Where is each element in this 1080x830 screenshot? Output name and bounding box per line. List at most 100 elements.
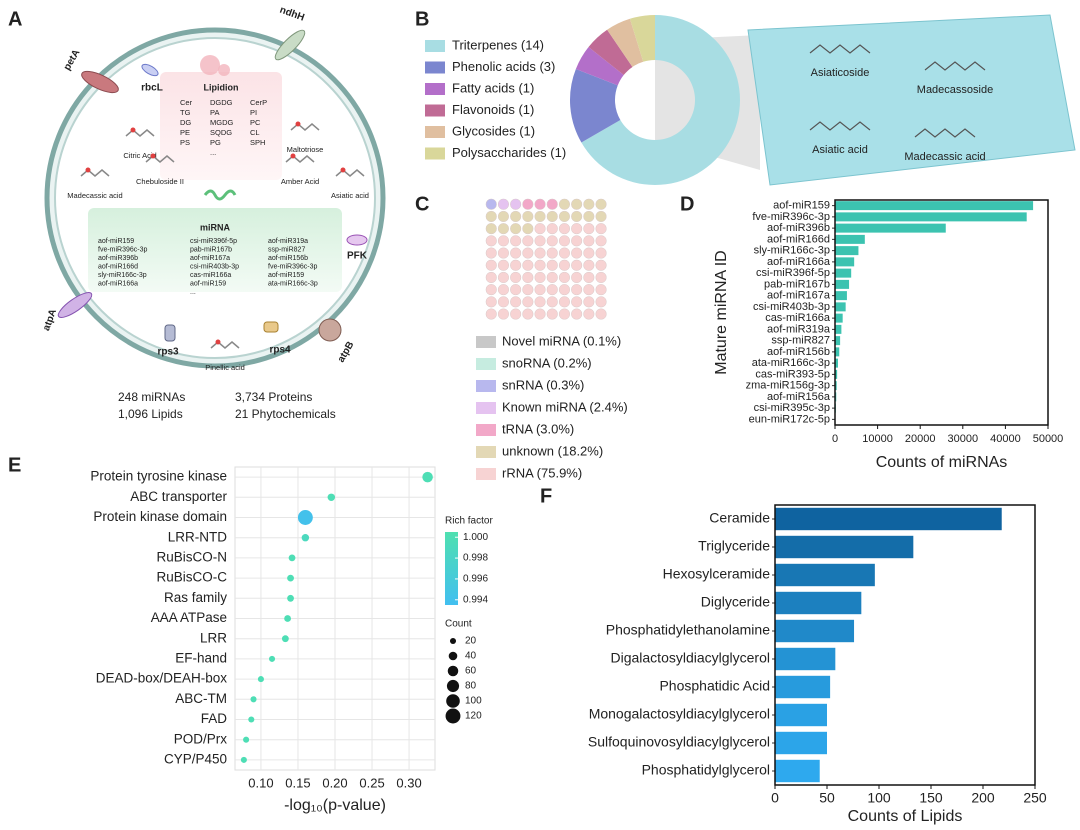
y-tick-label: ABC-TM (175, 691, 227, 706)
compound-label: Madecassic acid (67, 191, 122, 200)
waffle-cell (485, 308, 497, 320)
lipid-class: MGDG (210, 118, 233, 127)
bar (835, 268, 852, 278)
compound-label: Maltotriose (287, 145, 324, 154)
waffle-cell (571, 210, 583, 222)
lipid-icon (218, 64, 230, 76)
waffle-cell (546, 198, 558, 210)
y-tick-label: aof-miR156a (767, 391, 831, 403)
bar (835, 246, 859, 256)
donut-slice (575, 47, 624, 86)
protein-ndhH (274, 29, 306, 61)
y-tick-label: csi-miR396f-5p (756, 267, 830, 279)
mirna-item: fve-miR396c-3p (98, 246, 148, 253)
lipid-class: CL (250, 128, 260, 137)
mirna-item: ata-miR166c-3p (268, 280, 318, 287)
structure-sketch (914, 128, 976, 138)
lipid-class: DG (180, 118, 191, 127)
x-tick-label: 10000 (862, 433, 893, 445)
legend-swatch (476, 424, 496, 436)
waffle-cell (546, 271, 558, 283)
y-tick-label: aof-miR156b (767, 346, 830, 358)
waffle-cell (522, 198, 534, 210)
y-tick-label: ata-miR166c-3p (752, 357, 830, 369)
waffle-cell (485, 296, 497, 308)
protein-rbcL (141, 63, 159, 77)
y-tick-label: csi-miR403b-3p (753, 301, 830, 313)
waffle-cell (546, 296, 558, 308)
size-legend-label: 20 (465, 636, 477, 647)
bar (835, 201, 1034, 211)
waffle-cell (485, 210, 497, 222)
y-tick-label: Phosphatidylethanolamine (606, 622, 770, 638)
size-legend-label: 40 (465, 651, 477, 662)
waffle-cell (522, 223, 534, 235)
bubble (243, 736, 250, 743)
legend-label: snRNA (0.3%) (502, 377, 584, 392)
lipid-class: PC (250, 118, 261, 127)
waffle-cell (546, 284, 558, 296)
bar (775, 619, 855, 643)
legend-swatch (476, 358, 496, 370)
y-tick-label: aof-miR167a (767, 290, 831, 302)
bubble (422, 471, 433, 483)
waffle-cell (485, 247, 497, 259)
waffle-cell (595, 259, 607, 271)
legend-label: snoRNA (0.2%) (502, 355, 592, 370)
legend-title: Rich factor (445, 516, 493, 527)
waffle-cell (571, 308, 583, 320)
molecule-atom (150, 153, 156, 159)
waffle-cell (571, 296, 583, 308)
y-tick-label: ABC transporter (130, 489, 227, 504)
panel-letter: E (8, 454, 21, 476)
plot-frame (774, 504, 1036, 786)
protein-petA (81, 70, 119, 94)
mirna-item: aof-miR166d (98, 263, 138, 270)
molecule-icon (285, 155, 315, 163)
waffle-cell (583, 235, 595, 247)
waffle-cell (595, 235, 607, 247)
waffle-cell (558, 284, 570, 296)
x-tick-label: 50000 (1033, 433, 1064, 445)
y-tick-label: FAD (201, 711, 228, 726)
waffle-cell (510, 259, 522, 271)
lipid-class: PS (180, 138, 190, 147)
bar (775, 507, 1002, 531)
waffle-cell (485, 223, 497, 235)
x-tick-label: 30000 (948, 433, 979, 445)
y-tick-label: Digalactosyldiacylglycerol (610, 650, 770, 666)
lipid-class: ... (210, 148, 216, 157)
plot-frame (834, 199, 1049, 426)
waffle-cell (510, 210, 522, 222)
structure-card (747, 14, 1076, 186)
molecule-atom (290, 153, 296, 159)
waffle-cell (485, 271, 497, 283)
y-tick-label: Ceramide (709, 510, 770, 526)
size-legend-dot (446, 694, 460, 708)
waffle-cell (497, 198, 509, 210)
x-axis-label: Counts of Lipids (848, 808, 963, 825)
bar (775, 759, 820, 783)
waffle-cell (497, 235, 509, 247)
panel-letter: B (415, 8, 429, 30)
donut-slice (581, 15, 740, 185)
size-legend-dot (449, 637, 457, 645)
waffle-cell (595, 296, 607, 308)
molecule-atom (130, 127, 136, 133)
mirna-item: aof-miR156b (268, 255, 308, 262)
waffle-cell (497, 284, 509, 296)
y-tick-label: Sulfoquinovosyldiacylglycerol (588, 734, 770, 750)
gene-label: rps3 (157, 347, 179, 358)
waffle-cell (510, 284, 522, 296)
lipid-class: SQDG (210, 128, 232, 137)
bar (775, 647, 836, 671)
waffle-cell (558, 210, 570, 222)
mirna-title: miRNA (200, 222, 231, 232)
y-tick-label: aof-miR396b (767, 222, 830, 234)
structure-sketch (809, 44, 871, 54)
x-tick-label: 0 (832, 433, 838, 445)
bar (775, 563, 875, 587)
lipid-class: DGDG (210, 98, 233, 107)
y-tick-label: POD/Prx (174, 731, 228, 746)
